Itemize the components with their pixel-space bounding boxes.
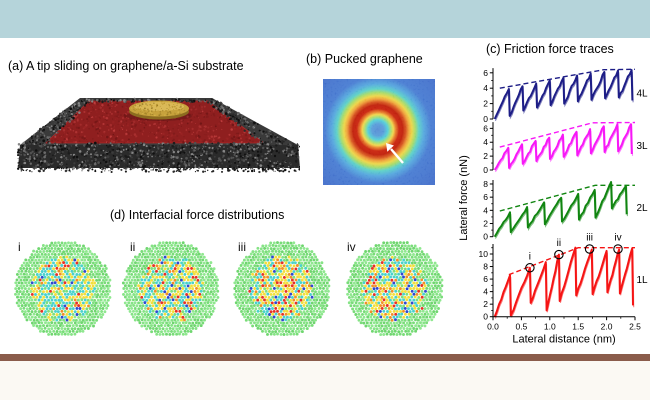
disk-label-ii: ii (130, 240, 135, 254)
atom-disk-iii (233, 241, 331, 336)
marker-label-iii: iii (586, 233, 593, 244)
stick-slip-marker-iv (613, 244, 623, 254)
x-tick-label: 0.0 (487, 322, 499, 332)
y-tick-label: 0 (483, 114, 488, 124)
noise-rect (323, 79, 435, 185)
panel-b-heatmap (323, 79, 435, 185)
envelope-2L (499, 184, 635, 212)
x-tick-label: 1.5 (572, 322, 584, 332)
arrow-head-icon (386, 143, 394, 152)
marker-label-ii: ii (557, 238, 561, 249)
y-tick-label: 2 (483, 151, 488, 161)
y-tick-label: 0 (483, 232, 488, 242)
layer-label-4L: 4L (637, 89, 649, 100)
panel-d-title: (d) Interfacial force distributions (110, 208, 285, 222)
marker-label-i: i (529, 251, 531, 262)
heatmap-noise-texture (323, 79, 435, 185)
x-tick-label: 2.5 (629, 322, 641, 332)
panel-c-title: (c) Friction force traces (486, 42, 614, 56)
y-tick-label: 6 (483, 192, 488, 202)
y-tick-label: 4 (483, 205, 488, 215)
marker-label-iv: iv (614, 233, 621, 244)
stick-slip-marker-i (525, 263, 535, 273)
y-tick-label: 2 (483, 99, 488, 109)
x-tick-label: 2.0 (601, 322, 613, 332)
divider-bar (0, 354, 650, 361)
panel-a-substrate-illustration (16, 97, 300, 174)
atom-disk-iv (346, 241, 444, 337)
y-tick-label: 0 (483, 312, 488, 322)
panel-a-title: (a) A tip sliding on graphene/a-Si subst… (8, 59, 244, 73)
y-axis-label: Lateral force (nN) (458, 155, 470, 241)
y-tick-label: 4 (483, 137, 488, 147)
y-tick-label: 4 (483, 287, 488, 297)
stick-slip-marker-iii (584, 244, 595, 254)
heatmap-annotation (386, 143, 404, 164)
y-tick-label: 8 (483, 262, 488, 272)
disk-label-iii: iii (238, 240, 246, 254)
disk-label-iv: iv (347, 240, 356, 254)
trace-2L (493, 181, 628, 238)
stick-slip-marker-ii (554, 249, 564, 260)
panel-b-title: (b) Pucked graphene (306, 52, 423, 66)
layer-label-2L: 2L (637, 203, 649, 214)
x-tick-label: 1.0 (544, 322, 556, 332)
x-tick-label: 0.5 (515, 322, 527, 332)
y-tick-label: 8 (483, 179, 488, 189)
y-tick-label: 6 (483, 274, 488, 284)
y-tick-label: 10 (479, 249, 489, 259)
arrow-shaft (390, 148, 404, 164)
atom-disk-ii (121, 241, 220, 336)
envelope-3L (499, 121, 636, 148)
x-axis-label: Lateral distance (nm) (512, 334, 615, 346)
y-tick-label: 6 (483, 123, 488, 133)
y-tick-label: 4 (483, 83, 488, 93)
disk-label-i: i (18, 240, 21, 254)
force-distribution-spheres: i ii iii iv (14, 240, 444, 337)
envelope-1L (508, 247, 635, 276)
substrate-rim-texture (21, 97, 294, 147)
header-band (0, 0, 650, 38)
trace-4L (493, 69, 634, 120)
tip-highlight (134, 102, 184, 111)
y-tick-label: 6 (483, 68, 488, 78)
y-tick-label: 2 (483, 299, 488, 309)
envelope-4L (499, 68, 636, 89)
atom-disk-i (14, 241, 112, 336)
y-tick-label: 0 (483, 165, 488, 175)
tip-texture (130, 100, 185, 117)
trace-3L (493, 123, 633, 171)
substrate-front-texture (16, 141, 300, 174)
trace-1L (493, 246, 634, 318)
layer-label-1L: 1L (637, 275, 649, 286)
footer-band (0, 361, 650, 400)
layer-label-3L: 3L (637, 141, 649, 152)
y-tick-label: 2 (483, 219, 488, 229)
